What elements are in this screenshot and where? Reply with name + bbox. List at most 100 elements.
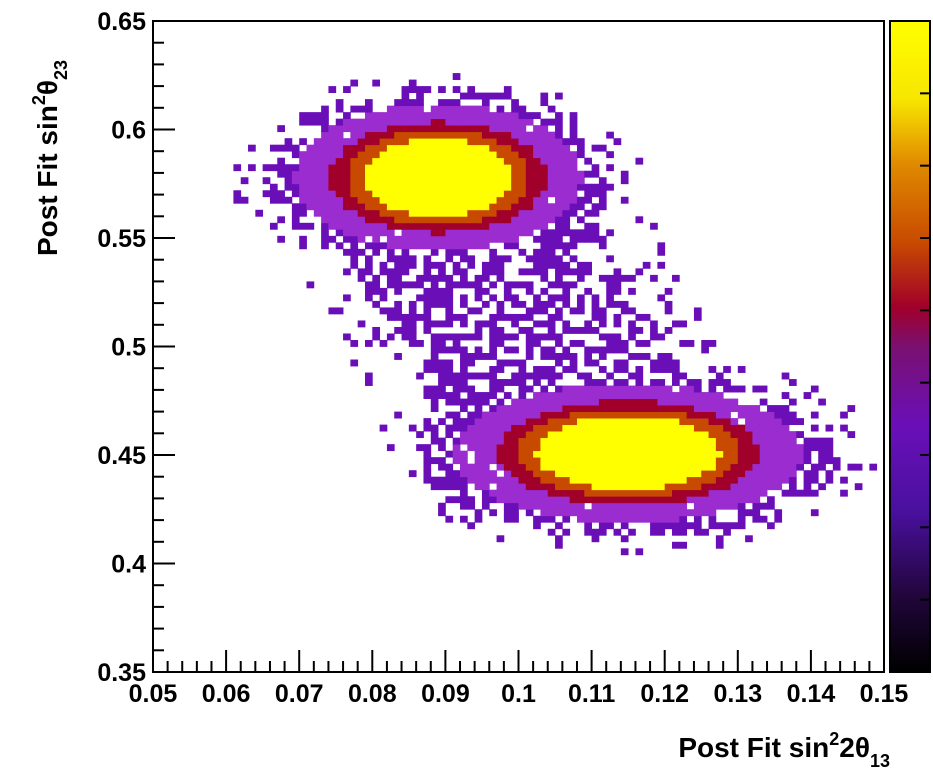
heatmap-bin — [481, 287, 490, 295]
heatmap-bin — [657, 418, 666, 426]
heatmap-bin — [481, 177, 490, 185]
heatmap-bin — [394, 216, 402, 224]
heatmap-bin — [328, 235, 337, 243]
heatmap-bin — [503, 405, 512, 412]
heatmap-bin — [701, 483, 709, 491]
heatmap-bin — [598, 483, 607, 491]
heatmap-bin — [737, 444, 746, 452]
heatmap-bin — [598, 509, 607, 517]
heatmap-bin — [540, 366, 549, 373]
heatmap-bin — [767, 431, 775, 439]
heatmap-bin — [569, 463, 578, 471]
heatmap-bin — [467, 229, 476, 237]
heatmap-bin — [788, 450, 797, 458]
heatmap-bin — [752, 476, 761, 484]
heatmap-bin — [438, 320, 446, 328]
heatmap-bin — [343, 151, 351, 159]
heatmap-bin — [299, 235, 307, 243]
heatmap-bin — [438, 235, 446, 243]
heatmap-bin — [511, 372, 519, 380]
heatmap-bin — [357, 183, 366, 191]
heatmap-bin — [467, 444, 476, 452]
heatmap-bin — [547, 502, 556, 510]
heatmap-bin — [503, 346, 512, 354]
heatmap-bin — [628, 353, 636, 360]
heatmap-bin — [693, 470, 702, 478]
heatmap-bin — [343, 222, 351, 230]
heatmap-bin — [423, 261, 432, 269]
heatmap-bin — [335, 151, 344, 159]
heatmap-bin — [562, 157, 571, 165]
heatmap-bin — [613, 489, 622, 497]
heatmap-bin — [555, 268, 563, 276]
heatmap-bin — [730, 424, 739, 432]
heatmap-bin — [460, 496, 468, 504]
heatmap-bin — [613, 138, 622, 146]
heatmap-bin — [306, 222, 315, 230]
heatmap-bin — [474, 125, 483, 133]
heatmap-bin — [832, 463, 841, 471]
heatmap-bin — [460, 476, 468, 484]
heatmap-bin — [525, 170, 534, 178]
heatmap-bin — [708, 502, 717, 510]
heatmap-bin — [555, 470, 563, 478]
heatmap-bin — [518, 489, 527, 497]
heatmap-bin — [555, 463, 563, 471]
heatmap-bin — [598, 196, 607, 204]
heatmap-bin — [598, 333, 607, 341]
heatmap-bin — [445, 144, 454, 152]
heatmap-bin — [423, 359, 432, 367]
heatmap-bin — [650, 483, 658, 491]
heatmap-bin — [650, 476, 658, 484]
heatmap-bin — [533, 496, 541, 504]
heatmap-bin — [620, 307, 629, 315]
heatmap-bin — [343, 229, 351, 237]
heatmap-bin — [547, 372, 556, 380]
heatmap-bin — [430, 437, 439, 445]
heatmap-bin — [803, 392, 812, 399]
heatmap-bin — [555, 418, 563, 426]
heatmap-bin — [525, 131, 534, 139]
heatmap-bin — [481, 203, 490, 211]
heatmap-bin — [525, 307, 534, 315]
heatmap-bin — [664, 509, 673, 517]
heatmap-bin — [540, 424, 549, 432]
heatmap-bin — [635, 157, 644, 165]
heatmap-bin — [686, 385, 695, 393]
heatmap-bin — [730, 522, 739, 530]
heatmap-bin — [584, 450, 592, 458]
heatmap-bin — [584, 483, 592, 491]
heatmap-bin — [386, 307, 395, 315]
heatmap-bin — [408, 339, 417, 347]
heatmap-bin — [438, 157, 446, 165]
heatmap-bin — [321, 144, 329, 152]
heatmap-bin — [306, 112, 315, 120]
heatmap-bin — [394, 222, 402, 230]
heatmap-bin — [693, 476, 702, 484]
heatmap-bin — [635, 437, 644, 445]
heatmap-bin — [715, 392, 724, 399]
heatmap-bin — [555, 112, 563, 120]
heatmap-bin — [430, 294, 439, 302]
heatmap-bin — [423, 118, 432, 126]
heatmap-bin — [489, 268, 497, 276]
heatmap-bin — [562, 190, 571, 198]
heatmap-bin — [489, 353, 497, 360]
heatmap-bin — [496, 125, 505, 133]
heatmap-bin — [591, 431, 600, 439]
heatmap-bin — [752, 483, 761, 491]
heatmap-bin — [423, 183, 432, 191]
heatmap-bin — [335, 177, 344, 185]
heatmap-bin — [460, 274, 468, 282]
heatmap-bin — [430, 157, 439, 165]
heatmap-bin — [620, 502, 629, 510]
heatmap-bin — [452, 99, 461, 107]
heatmap-bin — [474, 509, 483, 517]
heatmap-bin — [591, 405, 600, 412]
heatmap-bin — [591, 496, 600, 504]
heatmap-bin — [489, 405, 497, 412]
heatmap-bin — [335, 203, 344, 211]
heatmap-bin — [737, 405, 746, 412]
heatmap-bin — [372, 242, 381, 250]
heatmap-bin — [496, 183, 505, 191]
